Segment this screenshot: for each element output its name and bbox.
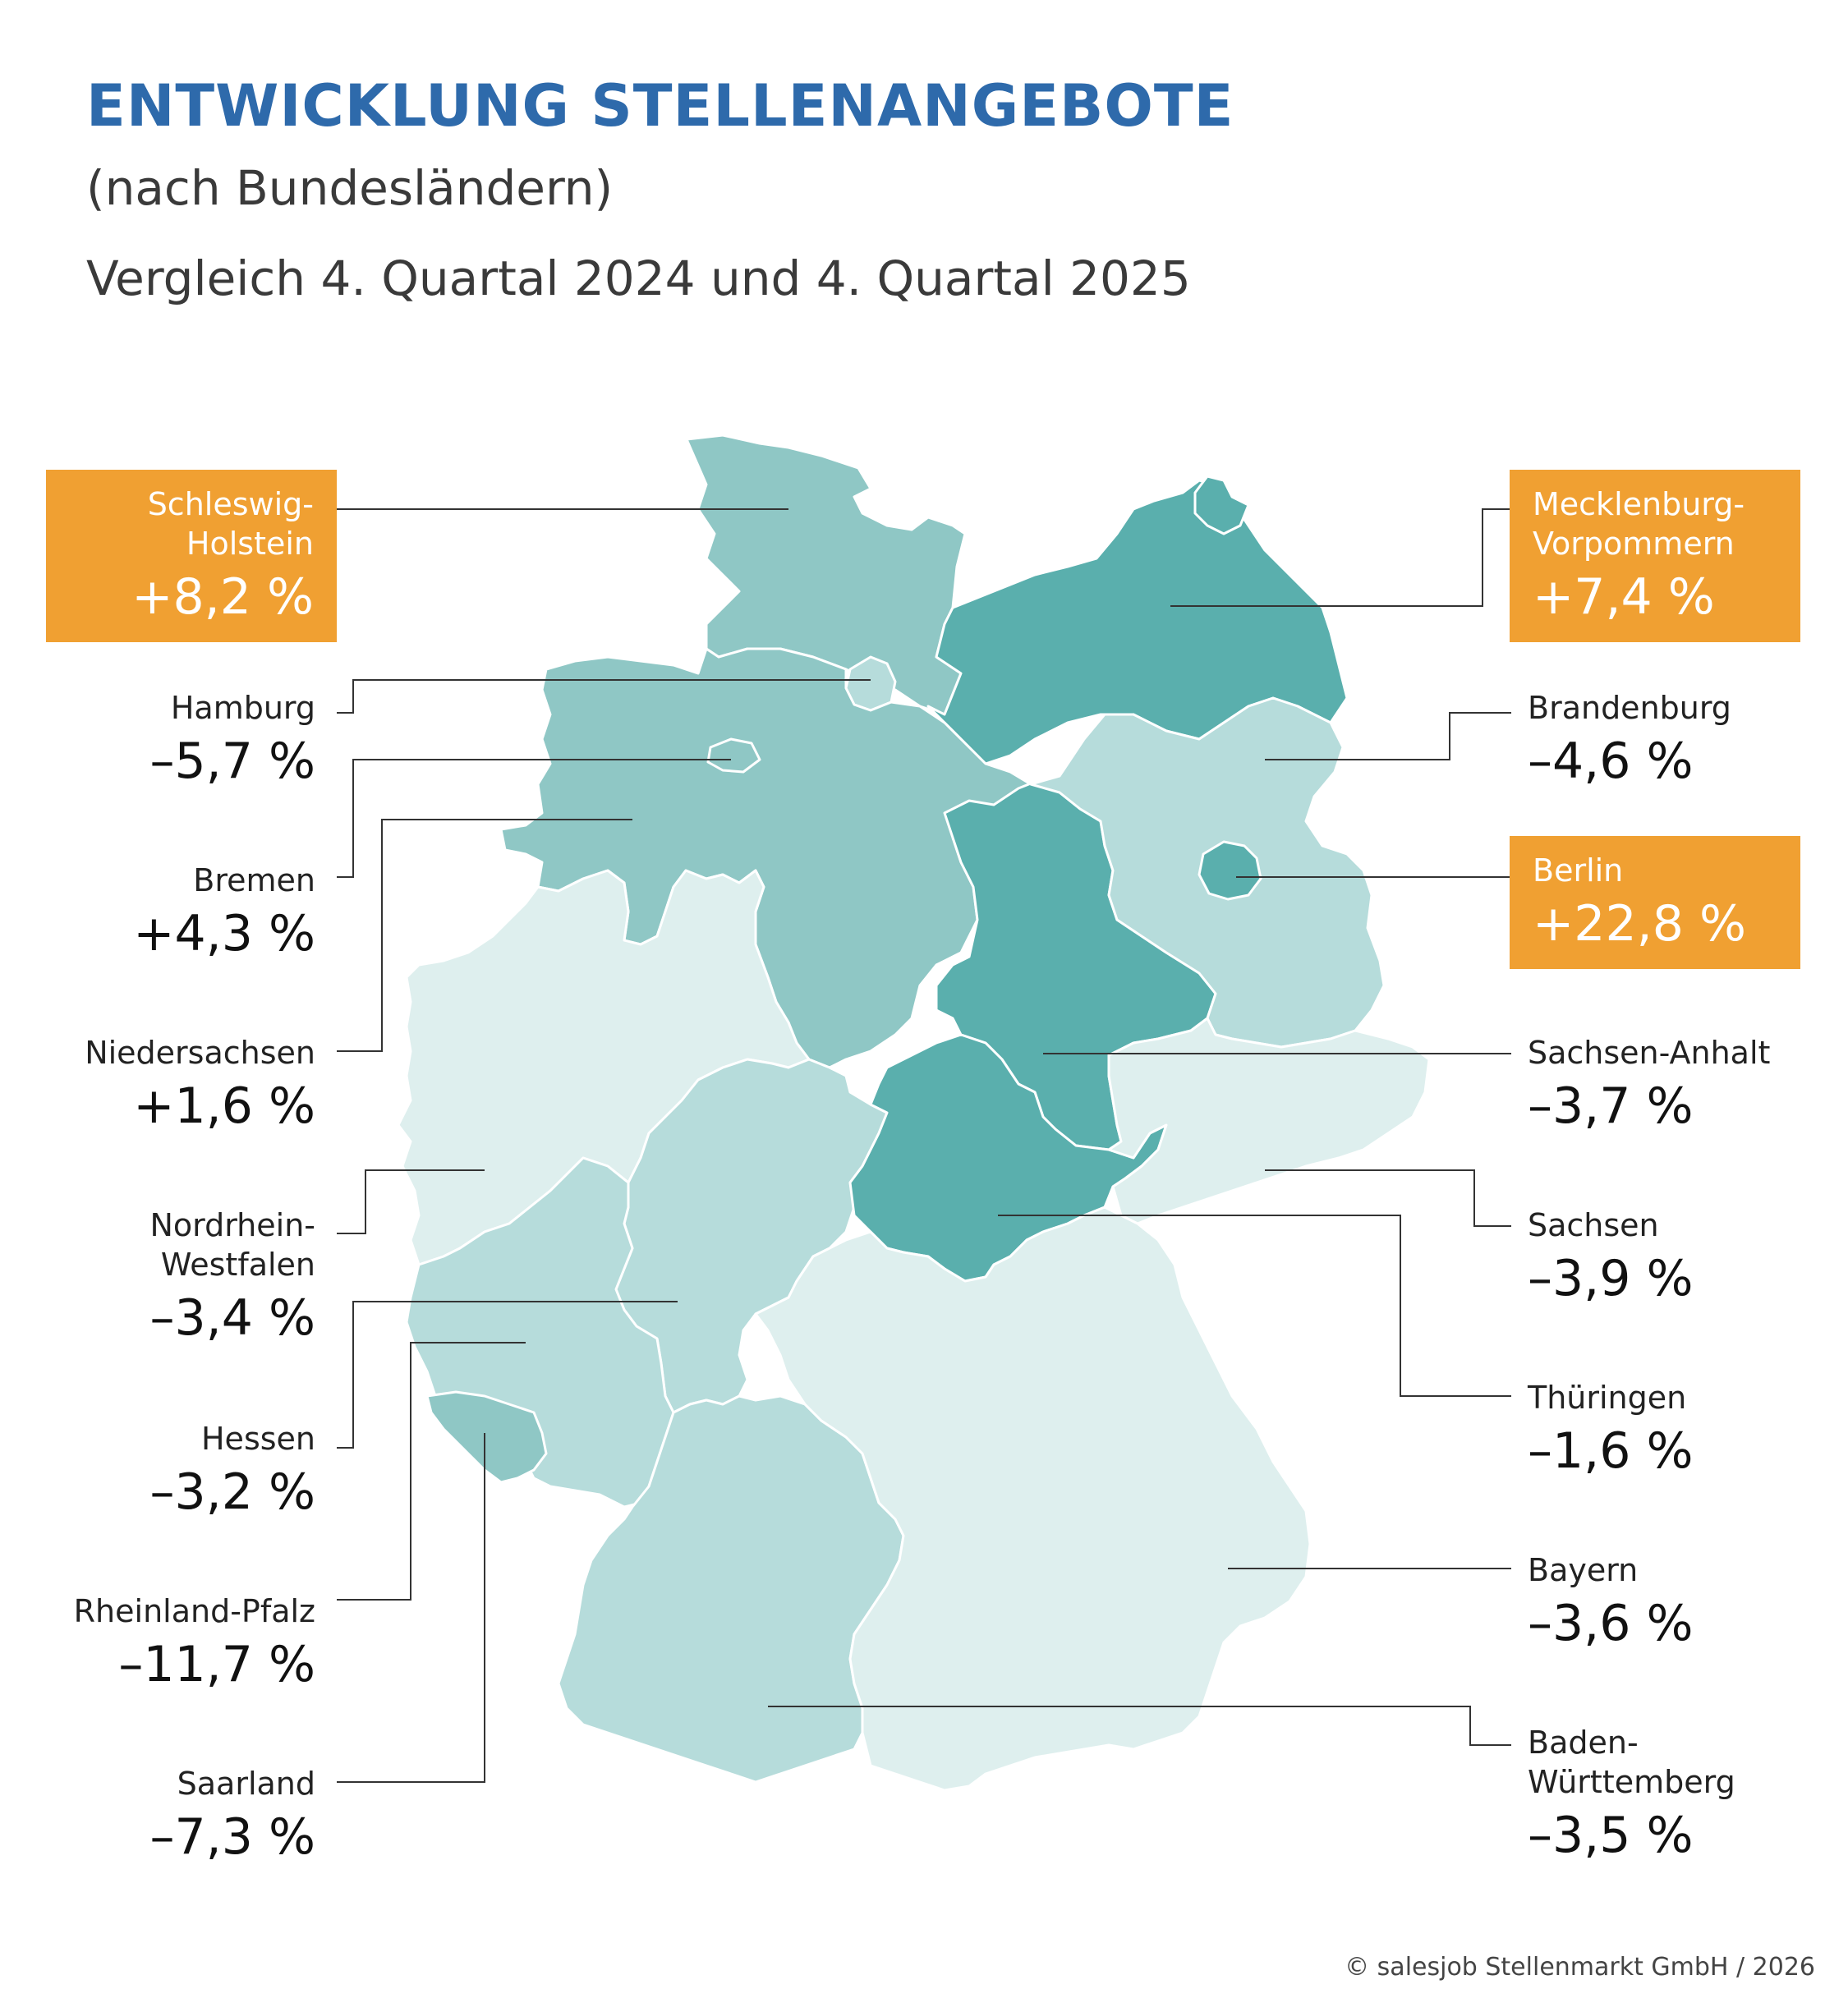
label-bayern: Bayern –3,6 % xyxy=(1528,1550,1823,1657)
state-name: Westfalen xyxy=(160,1247,315,1283)
state-name: Nordrhein- xyxy=(149,1207,315,1243)
label-brandenburg: Brandenburg –4,6 % xyxy=(1528,688,1823,795)
state-name: Holstein xyxy=(186,526,314,562)
label-rheinland-pfalz: Rheinland-Pfalz –11,7 % xyxy=(20,1592,315,1698)
region-bremen xyxy=(706,737,761,774)
label-saarland: Saarland –7,3 % xyxy=(20,1764,315,1871)
state-value: –3,6 % xyxy=(1528,1595,1694,1652)
state-value: –3,7 % xyxy=(1528,1077,1694,1135)
label-niedersachsen: Niedersachsen +1,6 % xyxy=(20,1033,315,1140)
state-value: +7,4 % xyxy=(1533,568,1715,626)
state-value: –3,2 % xyxy=(149,1463,315,1521)
region-sachsen xyxy=(1107,1017,1431,1225)
state-value: –3,5 % xyxy=(1528,1807,1694,1864)
copyright-notice: © salesjob Stellenmarkt GmbH / 2026 xyxy=(1345,1953,1815,1982)
leader-rheinland-pfalz xyxy=(337,1342,526,1601)
state-value: +1,6 % xyxy=(133,1077,315,1135)
leader-baden-wuerttemberg xyxy=(768,1706,1511,1746)
label-schleswig-holstein: Schleswig- Holstein +8,2 % xyxy=(46,470,337,642)
leader-mecklenburg-vorpommern xyxy=(1170,508,1511,607)
label-nordrhein-westfalen: Nordrhein- Westfalen –3,4 % xyxy=(20,1206,315,1352)
leader-thueringen xyxy=(998,1215,1511,1397)
leader-hessen xyxy=(337,1301,678,1449)
label-baden-wuerttemberg: Baden- Württemberg –3,5 % xyxy=(1528,1723,1823,1869)
leader-nrw xyxy=(337,1169,485,1234)
leader-brandenburg xyxy=(1265,712,1511,760)
state-name: Vorpommern xyxy=(1533,526,1735,562)
state-value: –7,3 % xyxy=(149,1808,315,1866)
state-name: Hamburg xyxy=(170,690,315,726)
leader-lines xyxy=(337,508,1511,1783)
label-berlin: Berlin +22,8 % xyxy=(1510,836,1800,969)
page-subtitle: (nach Bundesländern) xyxy=(86,160,614,216)
state-name: Thüringen xyxy=(1528,1380,1687,1416)
state-value: –11,7 % xyxy=(118,1636,315,1693)
region-berlin xyxy=(1198,840,1262,901)
state-name: Saarland xyxy=(177,1766,315,1802)
state-value: –1,6 % xyxy=(1528,1422,1694,1480)
state-name: Rheinland-Pfalz xyxy=(73,1593,315,1629)
comparison-subtitle: Vergleich 4. Quartal 2024 und 4. Quartal… xyxy=(86,250,1191,306)
label-hessen: Hessen –3,2 % xyxy=(20,1419,315,1526)
label-sachsen: Sachsen –3,9 % xyxy=(1528,1206,1823,1312)
leader-bremen xyxy=(337,759,731,878)
state-name: Berlin xyxy=(1533,852,1624,889)
state-value: –4,6 % xyxy=(1528,733,1694,790)
leader-sachsen xyxy=(1265,1169,1511,1227)
state-value: +8,2 % xyxy=(131,568,314,626)
state-name: Sachsen xyxy=(1528,1207,1659,1243)
page-title: ENTWICKLUNG STELLENANGEBOTE xyxy=(86,72,1234,140)
state-name: Schleswig- xyxy=(147,486,314,522)
state-name: Mecklenburg- xyxy=(1533,486,1745,522)
leader-hamburg xyxy=(337,679,871,714)
label-mecklenburg-vorpommern: Mecklenburg- Vorpommern +7,4 % xyxy=(1510,470,1800,642)
state-name: Bayern xyxy=(1528,1552,1639,1588)
state-name: Hessen xyxy=(200,1421,315,1457)
state-name: Niedersachsen xyxy=(85,1035,315,1071)
state-name: Sachsen-Anhalt xyxy=(1528,1035,1771,1071)
state-name: Brandenburg xyxy=(1528,690,1731,726)
state-value: +22,8 % xyxy=(1533,895,1746,953)
region-bayern xyxy=(754,1206,1312,1792)
leader-saarland xyxy=(337,1433,485,1783)
state-name: Baden- xyxy=(1528,1725,1639,1761)
island-ruegen xyxy=(1193,475,1250,535)
label-thueringen: Thüringen –1,6 % xyxy=(1528,1378,1823,1485)
leader-niedersachsen xyxy=(337,819,632,1052)
region-saarland xyxy=(425,1390,548,1484)
label-hamburg: Hamburg –5,7 % xyxy=(20,688,315,795)
label-sachsen-anhalt: Sachsen-Anhalt –3,7 % xyxy=(1528,1033,1823,1140)
state-value: +4,3 % xyxy=(133,905,315,962)
state-name: Bremen xyxy=(193,862,315,898)
label-bremen: Bremen +4,3 % xyxy=(20,861,315,967)
state-value: –3,9 % xyxy=(1528,1250,1694,1307)
state-value: –3,4 % xyxy=(149,1289,315,1347)
state-value: –5,7 % xyxy=(149,733,315,790)
state-name: Württemberg xyxy=(1528,1764,1735,1800)
